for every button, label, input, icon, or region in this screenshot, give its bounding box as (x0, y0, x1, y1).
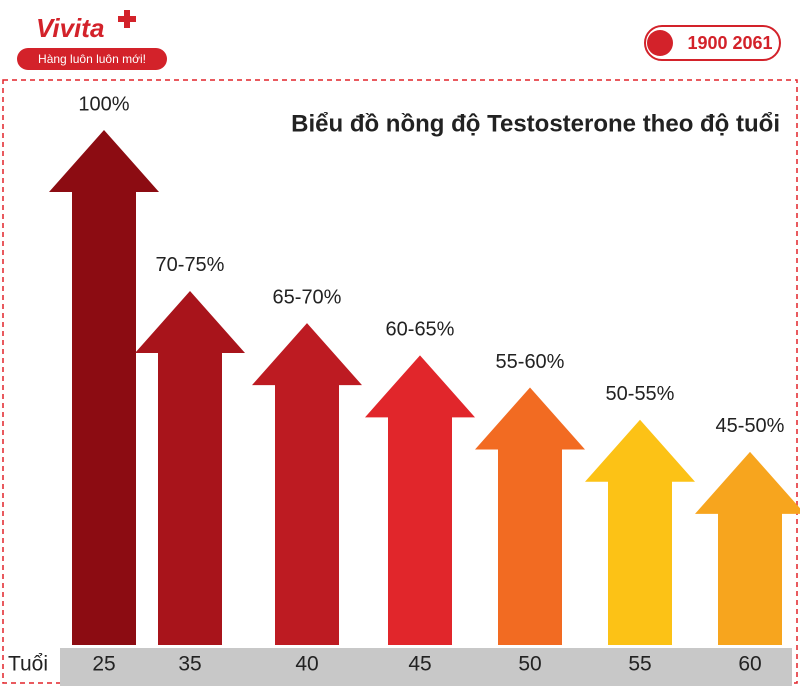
arrow (585, 419, 695, 645)
x-tick-label: 40 (295, 653, 318, 676)
chart-title: Biểu đồ nồng độ Testosterone theo độ tuổ… (291, 110, 780, 137)
brand-cross (118, 10, 136, 28)
arrow (49, 130, 159, 645)
arrow (695, 451, 800, 645)
x-tick-label: 50 (518, 653, 541, 676)
value-label: 55-60% (496, 351, 565, 373)
x-tick-label: 55 (628, 653, 651, 676)
slogan-pill (17, 48, 167, 70)
x-tick-label: 35 (178, 653, 201, 676)
value-label: 50-55% (606, 383, 675, 405)
phone-pill[interactable] (644, 25, 781, 61)
value-label: 100% (78, 93, 129, 115)
value-label: 70-75% (156, 254, 225, 276)
x-axis-label: Tuổi (8, 653, 48, 676)
phone-icon (647, 30, 673, 56)
x-tick-label: 45 (408, 653, 431, 676)
slogan: Hàng luôn luôn mới! (38, 52, 146, 66)
arrow (252, 323, 362, 645)
value-label: 65-70% (273, 286, 342, 308)
arrow (135, 290, 245, 645)
age-band (60, 648, 792, 686)
value-label: 60-65% (386, 319, 455, 341)
phone[interactable]: 1900 2061 (687, 33, 772, 53)
brand: Vivita (36, 13, 104, 43)
arrow (365, 355, 475, 645)
x-tick-label: 25 (92, 653, 115, 676)
value-label: 45-50% (716, 415, 785, 437)
x-tick-label: 60 (738, 653, 761, 676)
arrow (475, 387, 585, 645)
